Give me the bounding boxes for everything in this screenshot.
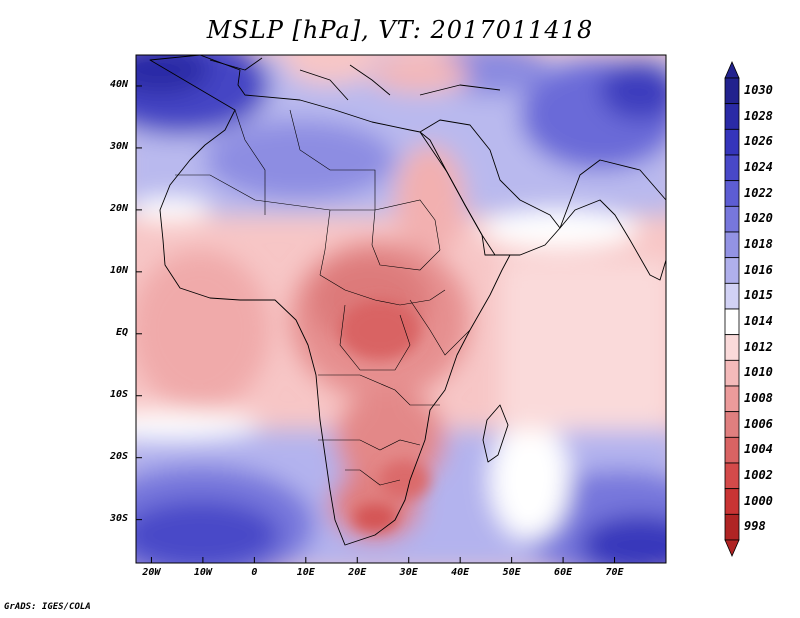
colorbar-label: 1004 [744, 442, 773, 457]
pressure-field [136, 55, 666, 563]
lon-tick-label: 30E [399, 567, 418, 578]
lon-tick-label: 70E [605, 567, 624, 578]
colorbar-swatch [724, 205, 740, 233]
coastlines [149, 55, 666, 546]
colorbar-swatch [724, 513, 740, 541]
colorbar-swatch [724, 231, 740, 259]
colorbar-top-arrow [724, 61, 740, 79]
colorbar-label: 1022 [744, 185, 773, 200]
colorbar-swatch [724, 180, 740, 207]
colorbar-swatch [724, 128, 740, 156]
colorbar-label: 1018 [744, 236, 773, 251]
colorbar-label: 1020 [744, 211, 773, 226]
colorbar-label: 1030 [744, 82, 773, 97]
colorbar-swatch [724, 359, 740, 387]
colorbar-label: 1026 [744, 134, 773, 149]
colorbar-label: 1015 [744, 288, 773, 303]
colorbar-swatch [724, 411, 740, 438]
colorbar-label: 1028 [744, 108, 773, 123]
colorbar-label: 1014 [744, 313, 773, 328]
colorbar-swatch [724, 154, 740, 182]
lon-tick-label: 60E [554, 567, 573, 578]
colorbar-swatch [724, 103, 740, 130]
colorbar-swatch [724, 462, 740, 490]
lat-tick-label: 30S [109, 512, 128, 524]
lat-tick-label: 40N [109, 78, 128, 90]
lon-tick-label: 0 [251, 567, 258, 578]
colorbar-label: 1008 [744, 390, 773, 405]
colorbar-label: 1006 [744, 416, 773, 431]
colorbar-swatch [724, 334, 740, 361]
colorbar-label: 1002 [744, 467, 773, 482]
colorbar-label: 1016 [744, 262, 773, 277]
lat-tick-label: 10S [109, 388, 128, 400]
colorbar-label: 1010 [744, 365, 773, 380]
colorbar-swatch [724, 308, 740, 336]
lon-tick-label: 10W [193, 567, 212, 578]
map-title: MSLP [hPa], VT: 2017011418 [206, 16, 594, 44]
grads-credit: GrADS: IGES/COLA [4, 602, 91, 612]
lon-tick-label: 20E [348, 567, 367, 578]
country-borders [175, 109, 471, 486]
colorbar-swatch [724, 77, 740, 105]
lat-tick-label: EQ [115, 326, 128, 338]
colorbar-bottom-arrow [724, 539, 740, 557]
colorbar-swatch [724, 436, 740, 464]
colorbar [724, 61, 740, 557]
lat-tick-label: 20N [109, 202, 128, 214]
lat-tick-label: 30N [109, 140, 128, 152]
colorbar-swatch [724, 385, 740, 413]
lon-tick-label: 40E [451, 567, 470, 578]
lat-tick-label: 10N [109, 264, 128, 276]
colorbar-swatch [724, 257, 740, 284]
axis-ticks [136, 85, 616, 563]
plot-frame [135, 54, 667, 564]
lon-tick-label: 20W [142, 567, 161, 578]
lon-tick-label: 10E [296, 567, 315, 578]
colorbar-swatch [724, 282, 740, 310]
lon-tick-label: 50E [502, 567, 521, 578]
colorbar-label: 1000 [744, 493, 773, 508]
colorbar-label: 1012 [744, 339, 773, 354]
colorbar-label: 998 [744, 519, 766, 534]
colorbar-swatch [724, 488, 740, 515]
colorbar-label: 1024 [744, 159, 773, 174]
lat-tick-label: 20S [109, 450, 128, 462]
